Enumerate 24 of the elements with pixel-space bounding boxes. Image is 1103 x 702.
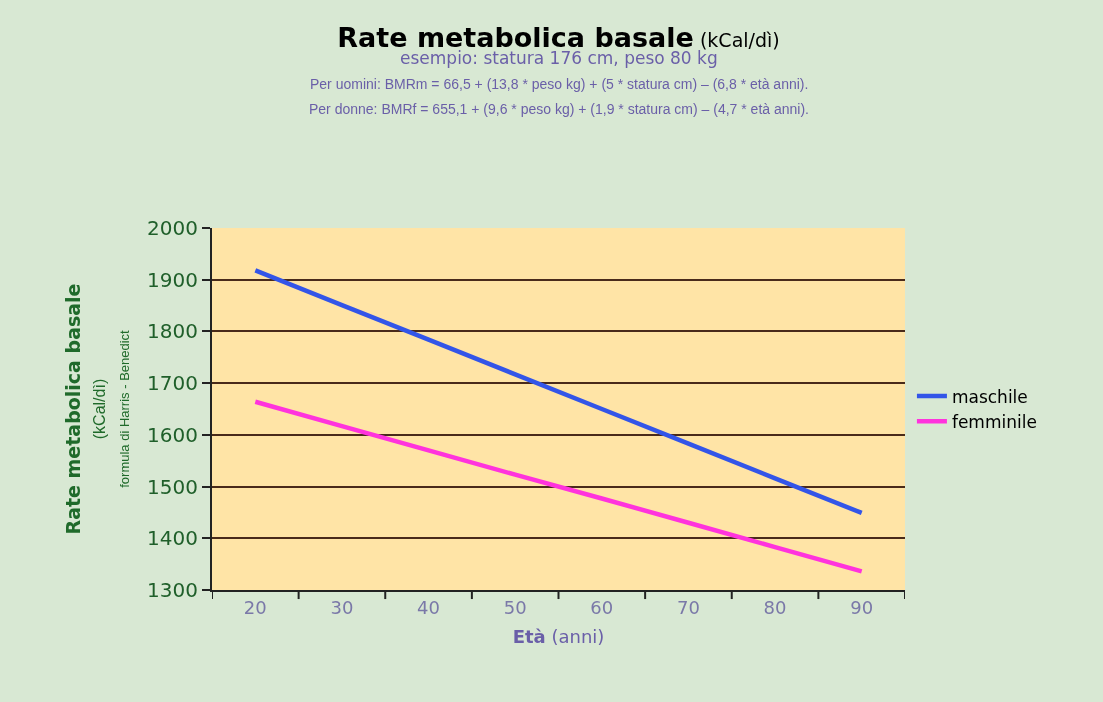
y-tick-label: 1900: [147, 267, 198, 292]
x-tick-label: 80: [763, 596, 787, 618]
line-series: [253, 268, 864, 516]
x-tick-label: 20: [243, 596, 267, 618]
x-tick-label: 70: [676, 596, 700, 618]
x-tick-label: 60: [590, 596, 614, 618]
y-tick-label: 1300: [147, 578, 198, 602]
y-axis-title: Rate metabolica basale (kCal/dì) formula di Harris - Benedict: [62, 283, 133, 535]
x-tick-label: 40: [417, 596, 441, 618]
y-tick-label: 1800: [147, 319, 198, 344]
y-tick-label: 2000: [147, 216, 198, 240]
y-tick-label: 1600: [147, 422, 198, 447]
x-tick-label: 30: [330, 596, 354, 618]
legend-label: maschile: [951, 386, 1028, 407]
x-tick-label: 90: [850, 596, 874, 618]
y-tick-label: 1400: [147, 526, 198, 551]
y-tick-label: 1500: [147, 474, 198, 499]
text: Per donne: BMRf = 655,1 + (9,6 * peso kg) + (1,9 * statura cm) – (4,7 * età anni).: [309, 101, 809, 117]
line-series: [253, 399, 864, 574]
legend-label: femminile: [951, 411, 1037, 432]
y-tick-label: 1700: [147, 371, 198, 396]
x-tick-label: 50: [503, 596, 527, 618]
text: Per uomini: BMRm = 66,5 + (13,8 * peso kg) + (5 * statura cm) – (6,8 * età anni).: [310, 76, 809, 92]
x-axis-title: Età (anni): [512, 626, 605, 648]
